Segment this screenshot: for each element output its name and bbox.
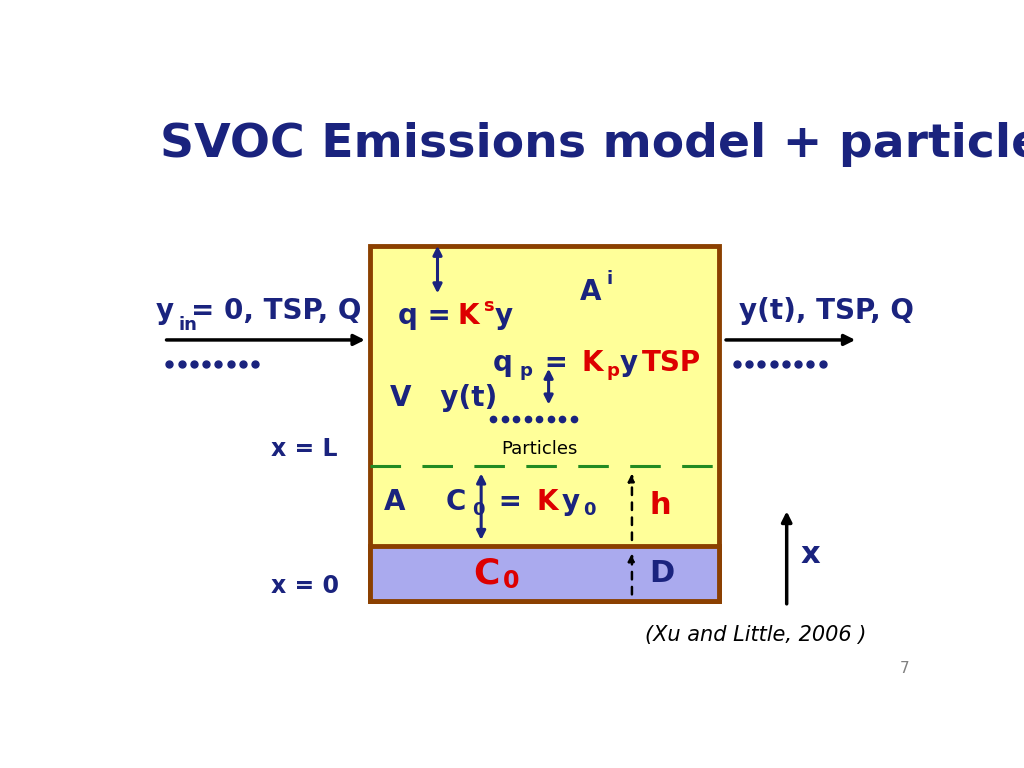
Text: TSP: TSP bbox=[642, 349, 701, 377]
Text: =: = bbox=[489, 488, 531, 516]
Text: x: x bbox=[801, 540, 820, 569]
Text: K: K bbox=[582, 349, 603, 377]
Text: s: s bbox=[482, 297, 494, 316]
Text: y: y bbox=[562, 488, 581, 516]
Text: SVOC Emissions model + particles: SVOC Emissions model + particles bbox=[160, 121, 1024, 167]
Text: = 0, TSP, Q: = 0, TSP, Q bbox=[191, 297, 361, 325]
Text: 0: 0 bbox=[583, 501, 595, 519]
Text: q =: q = bbox=[397, 302, 461, 330]
Text: A: A bbox=[581, 279, 602, 306]
Text: y: y bbox=[156, 297, 174, 325]
Text: D: D bbox=[649, 559, 675, 588]
Text: q: q bbox=[494, 349, 513, 377]
Text: x = 0: x = 0 bbox=[270, 574, 339, 598]
Text: C: C bbox=[473, 556, 500, 591]
Text: 0: 0 bbox=[472, 501, 485, 519]
Text: y(t), TSP, Q: y(t), TSP, Q bbox=[739, 297, 914, 325]
Text: V   y(t): V y(t) bbox=[390, 385, 497, 412]
Text: K: K bbox=[537, 488, 558, 516]
Text: Particles: Particles bbox=[501, 440, 578, 458]
Text: A: A bbox=[384, 488, 406, 516]
Bar bbox=[370, 546, 719, 601]
Text: h: h bbox=[649, 492, 671, 520]
Text: p: p bbox=[519, 362, 532, 380]
Text: x = L: x = L bbox=[270, 437, 337, 461]
Text: in: in bbox=[179, 316, 198, 334]
Text: C: C bbox=[445, 488, 466, 516]
Text: p: p bbox=[606, 362, 620, 380]
Text: 0: 0 bbox=[504, 569, 520, 593]
Bar bbox=[370, 246, 719, 601]
Text: y: y bbox=[495, 302, 513, 330]
Text: (Xu and Little, 2006 ): (Xu and Little, 2006 ) bbox=[645, 625, 866, 645]
Text: =: = bbox=[536, 349, 578, 377]
Text: 7: 7 bbox=[900, 661, 909, 677]
Text: y: y bbox=[620, 349, 638, 377]
Text: i: i bbox=[606, 270, 612, 287]
Text: K: K bbox=[458, 302, 479, 330]
